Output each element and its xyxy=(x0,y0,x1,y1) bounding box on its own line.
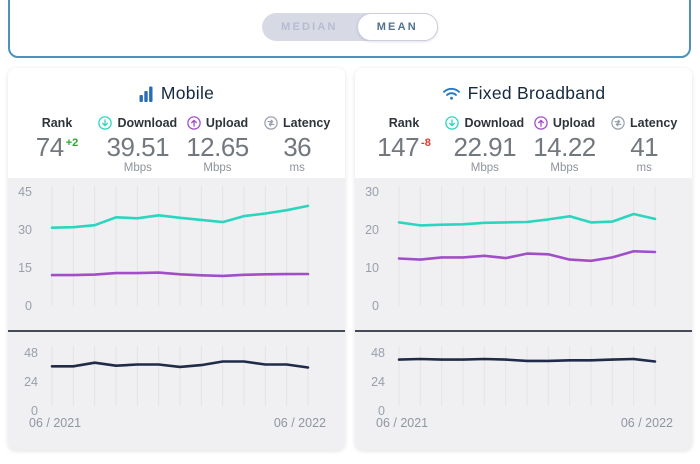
fixed-download-stat: Download 22.91 Mbps xyxy=(445,115,525,175)
mobile-x-axis: 06 / 2021 06 / 2022 xyxy=(8,416,345,450)
rank-value: 147 -8 xyxy=(377,132,431,162)
mobile-rank-stat: Rank 74 +2 xyxy=(16,115,98,175)
upload-value: 12.65 xyxy=(186,132,249,162)
mobile-upload-stat: Upload 12.65 Mbps xyxy=(178,115,258,175)
upload-circle-icon xyxy=(534,116,548,130)
fixed-card-title: Fixed Broadband xyxy=(355,68,692,104)
fixed-x-axis: 06 / 2021 06 / 2022 xyxy=(355,416,692,450)
mobile-bars-icon xyxy=(139,86,154,102)
svg-text:30: 30 xyxy=(365,185,379,199)
upload-label: Upload xyxy=(552,116,596,130)
svg-text:15: 15 xyxy=(18,261,32,275)
svg-text:10: 10 xyxy=(365,261,379,275)
rank-value: 74 +2 xyxy=(35,132,79,162)
fixed-card-title-text: Fixed Broadband xyxy=(467,83,606,103)
rank-delta: +2 xyxy=(65,137,79,150)
svg-text:45: 45 xyxy=(18,185,32,199)
latency-value: 36 xyxy=(283,132,312,162)
latency-unit: ms xyxy=(289,162,305,175)
download-circle-icon xyxy=(445,116,460,130)
x-axis-end-label: 06 / 2022 xyxy=(273,416,326,430)
mobile-speed-chart: 45 30 15 0 xyxy=(8,178,345,330)
latency-circle-icon xyxy=(611,116,625,130)
fixed-stats-row: Rank 147 -8 Download 22.91 xyxy=(355,115,692,175)
latency-label: Latency xyxy=(283,116,331,130)
mobile-download-stat: Download 39.51 Mbps xyxy=(98,115,178,175)
upload-unit: Mbps xyxy=(550,162,579,175)
x-axis-end-label: 06 / 2022 xyxy=(620,416,673,430)
download-unit: Mbps xyxy=(470,162,499,175)
svg-text:0: 0 xyxy=(25,299,32,313)
latency-circle-icon xyxy=(264,116,278,130)
fixed-broadband-card: Fixed Broadband Rank 147 -8 xyxy=(355,68,692,450)
fixed-latency-chart: 48 24 0 xyxy=(355,332,692,418)
latency-label: Latency xyxy=(630,116,678,130)
wifi-icon xyxy=(442,86,461,101)
mobile-card-header: Mobile Rank 74 +2 xyxy=(8,68,345,178)
fixed-upload-stat: Upload 14.22 Mbps xyxy=(525,115,605,175)
svg-text:30: 30 xyxy=(18,223,32,237)
x-axis-start-label: 06 / 2021 xyxy=(376,416,429,430)
rank-unit xyxy=(363,162,445,175)
svg-text:24: 24 xyxy=(24,375,38,389)
svg-text:0: 0 xyxy=(31,404,38,416)
download-label: Download xyxy=(117,116,178,130)
aggregation-toggle: MEDIAN MEAN xyxy=(262,13,438,41)
upload-label: Upload xyxy=(205,116,249,130)
download-unit: Mbps xyxy=(123,162,152,175)
rank-label: Rank xyxy=(41,116,73,130)
chart-divider xyxy=(8,330,345,332)
download-circle-icon xyxy=(98,116,113,130)
mobile-stats-row: Rank 74 +2 Download 39.51 xyxy=(8,115,345,175)
mobile-chart-area: 45 30 15 0 48 24 0 06 / 2021 06 / 2022 xyxy=(8,178,345,450)
download-label: Download xyxy=(464,116,525,130)
upload-unit: Mbps xyxy=(203,162,232,175)
mobile-card-title-text: Mobile xyxy=(160,83,215,103)
fixed-latency-stat: Latency 41 ms xyxy=(604,115,684,175)
chart-divider xyxy=(355,330,692,332)
fixed-chart-area: 30 20 10 0 48 24 0 06 / 2021 06 / 2022 xyxy=(355,178,692,450)
latency-value: 41 xyxy=(630,132,659,162)
svg-text:48: 48 xyxy=(371,346,385,360)
svg-text:20: 20 xyxy=(365,223,379,237)
fixed-rank-stat: Rank 147 -8 xyxy=(363,115,445,175)
x-axis-start-label: 06 / 2021 xyxy=(29,416,82,430)
download-value: 22.91 xyxy=(453,132,517,162)
rank-label: Rank xyxy=(388,116,420,130)
upload-value: 14.22 xyxy=(533,132,596,162)
mobile-latency-stat: Latency 36 ms xyxy=(257,115,337,175)
svg-text:48: 48 xyxy=(24,346,38,360)
toggle-option-mean[interactable]: MEAN xyxy=(356,13,438,41)
mobile-card-title: Mobile xyxy=(8,68,345,104)
mobile-latency-chart: 48 24 0 xyxy=(8,332,345,418)
svg-text:0: 0 xyxy=(372,299,379,313)
download-value: 39.51 xyxy=(106,132,170,162)
upload-circle-icon xyxy=(187,116,201,130)
fixed-card-header: Fixed Broadband Rank 147 -8 xyxy=(355,68,692,178)
rank-delta: -8 xyxy=(421,137,431,150)
toggle-option-median[interactable]: MEDIAN xyxy=(281,21,338,33)
rank-unit xyxy=(16,162,98,175)
svg-text:0: 0 xyxy=(378,404,385,416)
mobile-card: Mobile Rank 74 +2 xyxy=(8,68,345,450)
svg-text:24: 24 xyxy=(371,375,385,389)
fixed-speed-chart: 30 20 10 0 xyxy=(355,178,692,330)
latency-unit: ms xyxy=(636,162,652,175)
